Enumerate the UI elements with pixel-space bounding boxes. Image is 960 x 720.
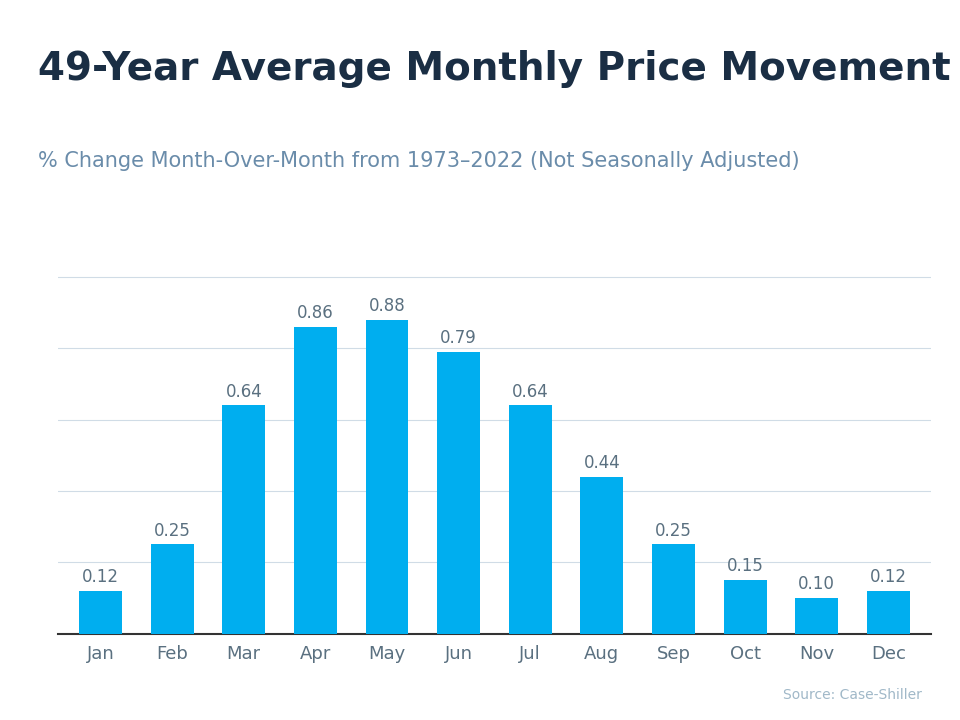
Bar [652, 544, 695, 634]
Bar [366, 320, 408, 634]
Bar [437, 352, 480, 634]
Bar [724, 580, 766, 634]
Text: 0.64: 0.64 [226, 383, 262, 401]
Text: 0.44: 0.44 [584, 454, 620, 472]
Bar [581, 477, 623, 634]
Bar [151, 544, 194, 634]
Text: 0.10: 0.10 [798, 575, 835, 593]
Text: 0.12: 0.12 [82, 568, 119, 586]
Text: 0.86: 0.86 [297, 305, 334, 323]
Text: 0.64: 0.64 [512, 383, 548, 401]
Bar [294, 327, 337, 634]
Text: 0.79: 0.79 [441, 329, 477, 347]
Bar [795, 598, 838, 634]
Text: 0.88: 0.88 [369, 297, 405, 315]
Text: 0.15: 0.15 [727, 557, 763, 575]
Text: Source: Case-Shiller: Source: Case-Shiller [782, 688, 922, 702]
Bar [79, 591, 122, 634]
Bar [867, 591, 910, 634]
Bar [223, 405, 265, 634]
Text: 0.12: 0.12 [870, 568, 907, 586]
Text: 0.25: 0.25 [655, 522, 692, 540]
Text: 49-Year Average Monthly Price Movement: 49-Year Average Monthly Price Movement [38, 50, 951, 89]
Bar [509, 405, 552, 634]
Text: % Change Month-Over-Month from 1973–2022 (Not Seasonally Adjusted): % Change Month-Over-Month from 1973–2022… [38, 151, 800, 171]
Text: 0.25: 0.25 [154, 522, 191, 540]
